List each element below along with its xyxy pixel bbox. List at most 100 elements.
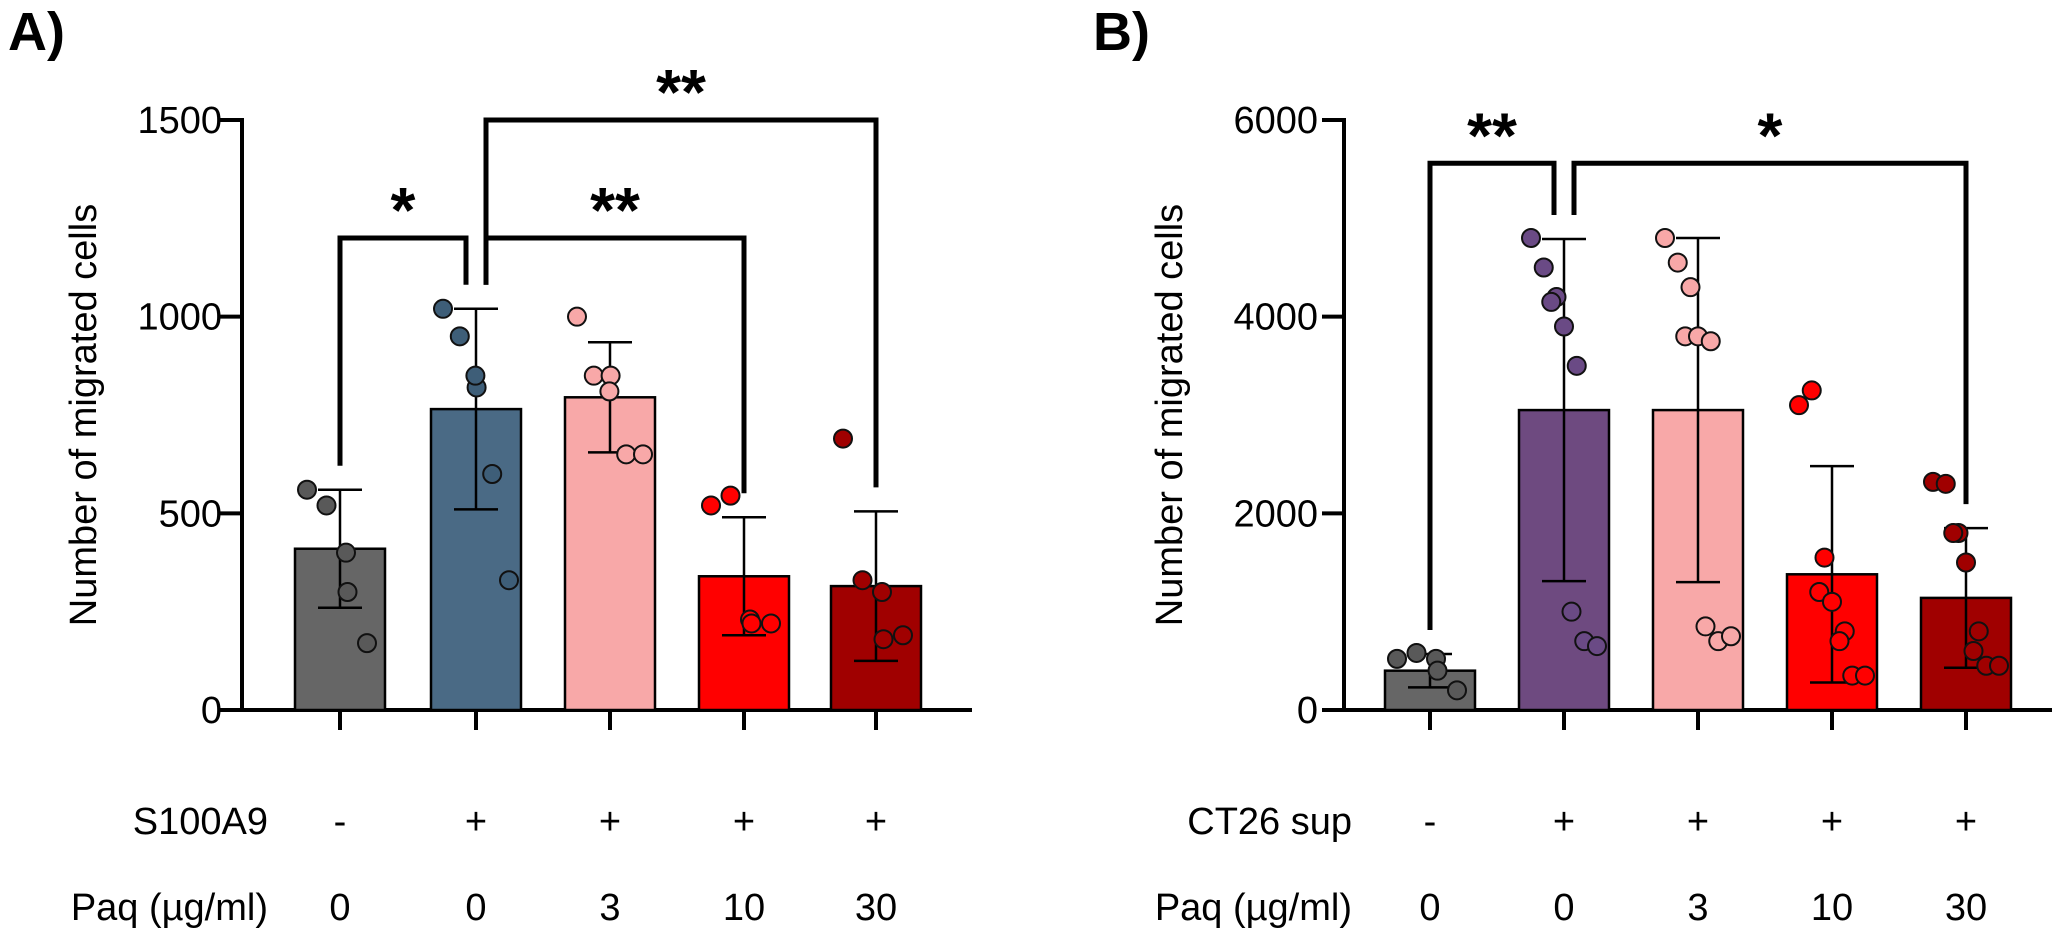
significance-bracket [1571, 160, 1969, 505]
data-point [433, 298, 453, 319]
data-point [1387, 648, 1407, 669]
y-tick-label: 6000 [1233, 100, 1318, 142]
significance-label: * [391, 174, 416, 246]
condition-value: 30 [1945, 887, 1987, 929]
significance-label: * [1758, 99, 1783, 171]
data-point [833, 428, 853, 449]
condition-value: - [334, 801, 347, 843]
y-axis-label: Number of migrated cells [63, 204, 105, 626]
significance-bracket [483, 117, 879, 488]
data-point [1855, 665, 1875, 686]
data-point [482, 464, 503, 484]
panel-letter: A) [8, 2, 65, 62]
data-point [893, 625, 913, 646]
data-point [1943, 523, 1964, 543]
data-point [1814, 547, 1835, 568]
data-point [1822, 591, 1842, 612]
y-tick-label: 1000 [137, 297, 222, 339]
data-point [1935, 473, 1956, 494]
data-point [1700, 331, 1721, 352]
significance-bracket [1427, 160, 1557, 630]
condition-value: 0 [1553, 887, 1574, 929]
data-point [1533, 257, 1554, 278]
data-point [1680, 277, 1701, 298]
data-point [1406, 642, 1427, 663]
condition-value: + [465, 801, 487, 843]
data-point [1695, 616, 1716, 637]
data-point [1554, 316, 1574, 337]
data-point [465, 365, 486, 386]
data-point [1561, 601, 1582, 622]
condition-row-label: Paq (µg/ml) [71, 887, 268, 929]
data-point [701, 495, 721, 516]
y-tick-label: 500 [159, 493, 222, 535]
data-point [872, 582, 892, 602]
data-point [1655, 228, 1675, 248]
data-point [1427, 660, 1448, 681]
panel-letter: B) [1093, 2, 1150, 62]
condition-value: 0 [465, 887, 486, 929]
data-point [1667, 252, 1688, 273]
significance-bracket [337, 235, 469, 466]
data-point [1721, 626, 1741, 647]
data-point [633, 444, 653, 465]
y-tick-label: 1500 [137, 100, 222, 142]
condition-value: + [1687, 801, 1709, 843]
condition-value: 30 [855, 887, 897, 929]
significance-label: ** [656, 56, 706, 128]
y-tick-label: 2000 [1233, 493, 1318, 535]
data-point [567, 306, 587, 327]
data-point [1956, 552, 1976, 573]
condition-value: + [1553, 801, 1575, 843]
data-point [1587, 636, 1607, 657]
condition-value: 10 [723, 887, 765, 929]
data-point [357, 633, 377, 654]
data-point [1801, 380, 1822, 401]
data-point [1963, 641, 1984, 661]
y-axis-label: Number of migrated cells [1149, 204, 1191, 626]
data-point [449, 326, 470, 347]
panel-b: B) 0 2000 4000 6000 Number of migrated cells *… [1093, 2, 2052, 929]
significance-label: ** [1467, 99, 1517, 171]
data-point [1566, 355, 1587, 376]
condition-row-label: CT26 sup [1187, 801, 1352, 843]
data-point [852, 570, 873, 591]
data-point [1829, 631, 1850, 652]
data-point [1521, 228, 1541, 248]
data-point [336, 542, 356, 563]
data-point [297, 479, 317, 500]
data-point [873, 629, 894, 650]
data-point [599, 381, 620, 402]
y-tick-label: 4000 [1233, 297, 1318, 339]
condition-value: 10 [1811, 887, 1853, 929]
condition-row-label: Paq (µg/ml) [1155, 887, 1352, 929]
data-point [337, 582, 358, 602]
data-point [616, 444, 637, 465]
data-point [499, 570, 519, 591]
condition-value: + [733, 801, 755, 843]
condition-value: + [1955, 801, 1977, 843]
condition-value: + [865, 801, 887, 843]
data-point [1447, 680, 1467, 701]
data-point [720, 485, 741, 506]
data-point [583, 365, 604, 386]
y-tick-label: 0 [1297, 690, 1318, 732]
y-tick-label: 0 [201, 690, 222, 732]
condition-value: - [1424, 801, 1437, 843]
condition-value: 3 [599, 887, 620, 929]
condition-value: 0 [329, 887, 350, 929]
data-point [316, 495, 337, 516]
condition-row-label: S100A9 [133, 801, 268, 843]
data-point [761, 613, 781, 634]
data-point [1968, 621, 1989, 642]
condition-value: + [599, 801, 621, 843]
condition-value: 0 [1419, 887, 1440, 929]
data-point [741, 613, 762, 634]
significance-label: ** [590, 174, 640, 246]
data-point [1989, 655, 2009, 676]
data-point [1789, 395, 1809, 416]
condition-value: 3 [1687, 887, 1708, 929]
condition-value: + [1821, 801, 1843, 843]
